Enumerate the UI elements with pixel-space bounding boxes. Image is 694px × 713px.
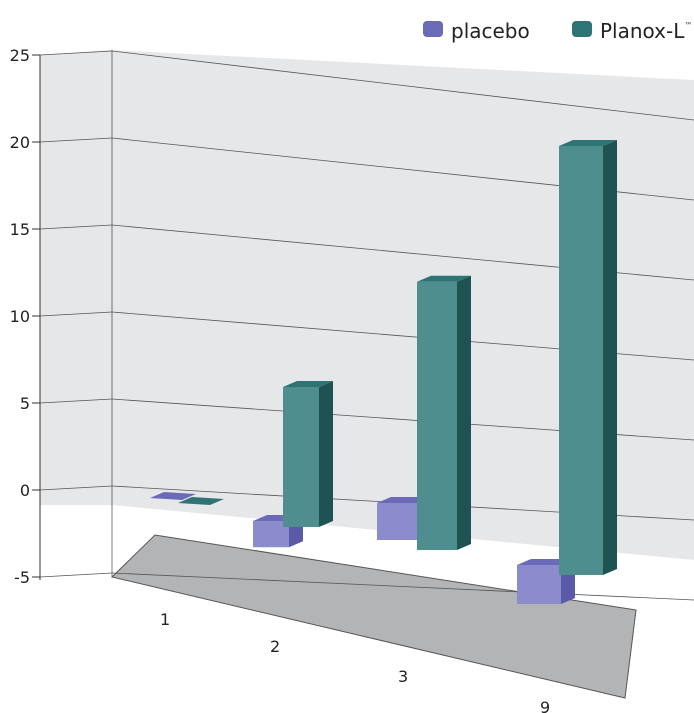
x-tick-label: 1 bbox=[160, 610, 170, 629]
legend-swatch-placebo bbox=[423, 21, 443, 37]
bar-planox-front bbox=[417, 281, 457, 550]
y-tick-label: 5 bbox=[20, 394, 30, 413]
bar-planox-front bbox=[559, 146, 603, 575]
x-tick-label: 9 bbox=[540, 698, 550, 713]
left-wall bbox=[40, 50, 112, 505]
legend-label-planox: Planox-L™ bbox=[600, 19, 692, 43]
y-tick-label: 15 bbox=[10, 220, 30, 239]
y-axis: -5 0 5 10 15 20 25 bbox=[10, 46, 41, 587]
x-tick-label: 3 bbox=[398, 667, 408, 686]
bar-planox bbox=[559, 140, 617, 575]
bar-planox-front bbox=[283, 387, 319, 527]
gridline bbox=[111, 50, 694, 121]
bar-planox-side bbox=[603, 140, 617, 575]
bar-placebo-front bbox=[517, 565, 561, 604]
bar-placebo bbox=[150, 492, 196, 500]
gridline bbox=[39, 572, 113, 578]
x-axis: 1 2 3 9 bbox=[160, 610, 550, 713]
bar-planox-side bbox=[319, 381, 333, 527]
gridline bbox=[39, 485, 113, 491]
bar-planox-top bbox=[283, 381, 333, 387]
bar-planox-top bbox=[417, 275, 471, 282]
gridline bbox=[39, 137, 113, 143]
bar-planox-side bbox=[457, 275, 471, 550]
legend-swatch-planox bbox=[572, 21, 592, 37]
bar-planox bbox=[283, 381, 333, 527]
side-wall bbox=[112, 50, 694, 560]
bar-placebo-top bbox=[150, 492, 196, 500]
y-tick-label: 20 bbox=[10, 133, 30, 152]
chart-floor bbox=[110, 534, 637, 699]
legend-trademark: ™ bbox=[684, 21, 692, 30]
bar-planox-top bbox=[178, 497, 224, 505]
legend-label-placebo: placebo bbox=[451, 19, 530, 43]
bar-placebo-front bbox=[377, 503, 417, 540]
gridline bbox=[39, 311, 113, 317]
legend-planox-name: Planox-L bbox=[600, 19, 685, 43]
gridline bbox=[39, 398, 113, 404]
bars bbox=[150, 140, 617, 604]
y-tick-label: -5 bbox=[14, 568, 30, 587]
y-tick-label: 10 bbox=[10, 307, 30, 326]
bar-planox bbox=[417, 275, 471, 550]
gridline bbox=[39, 224, 113, 230]
x-tick-label: 2 bbox=[270, 637, 280, 656]
bar-planox bbox=[178, 497, 224, 505]
y-tick-label: 25 bbox=[10, 46, 30, 65]
gridline bbox=[111, 572, 694, 601]
gridline bbox=[39, 50, 113, 56]
legend: placebo Planox-L™ bbox=[423, 19, 692, 43]
bar-planox-top bbox=[559, 140, 617, 146]
y-tick-label: 0 bbox=[20, 481, 30, 500]
